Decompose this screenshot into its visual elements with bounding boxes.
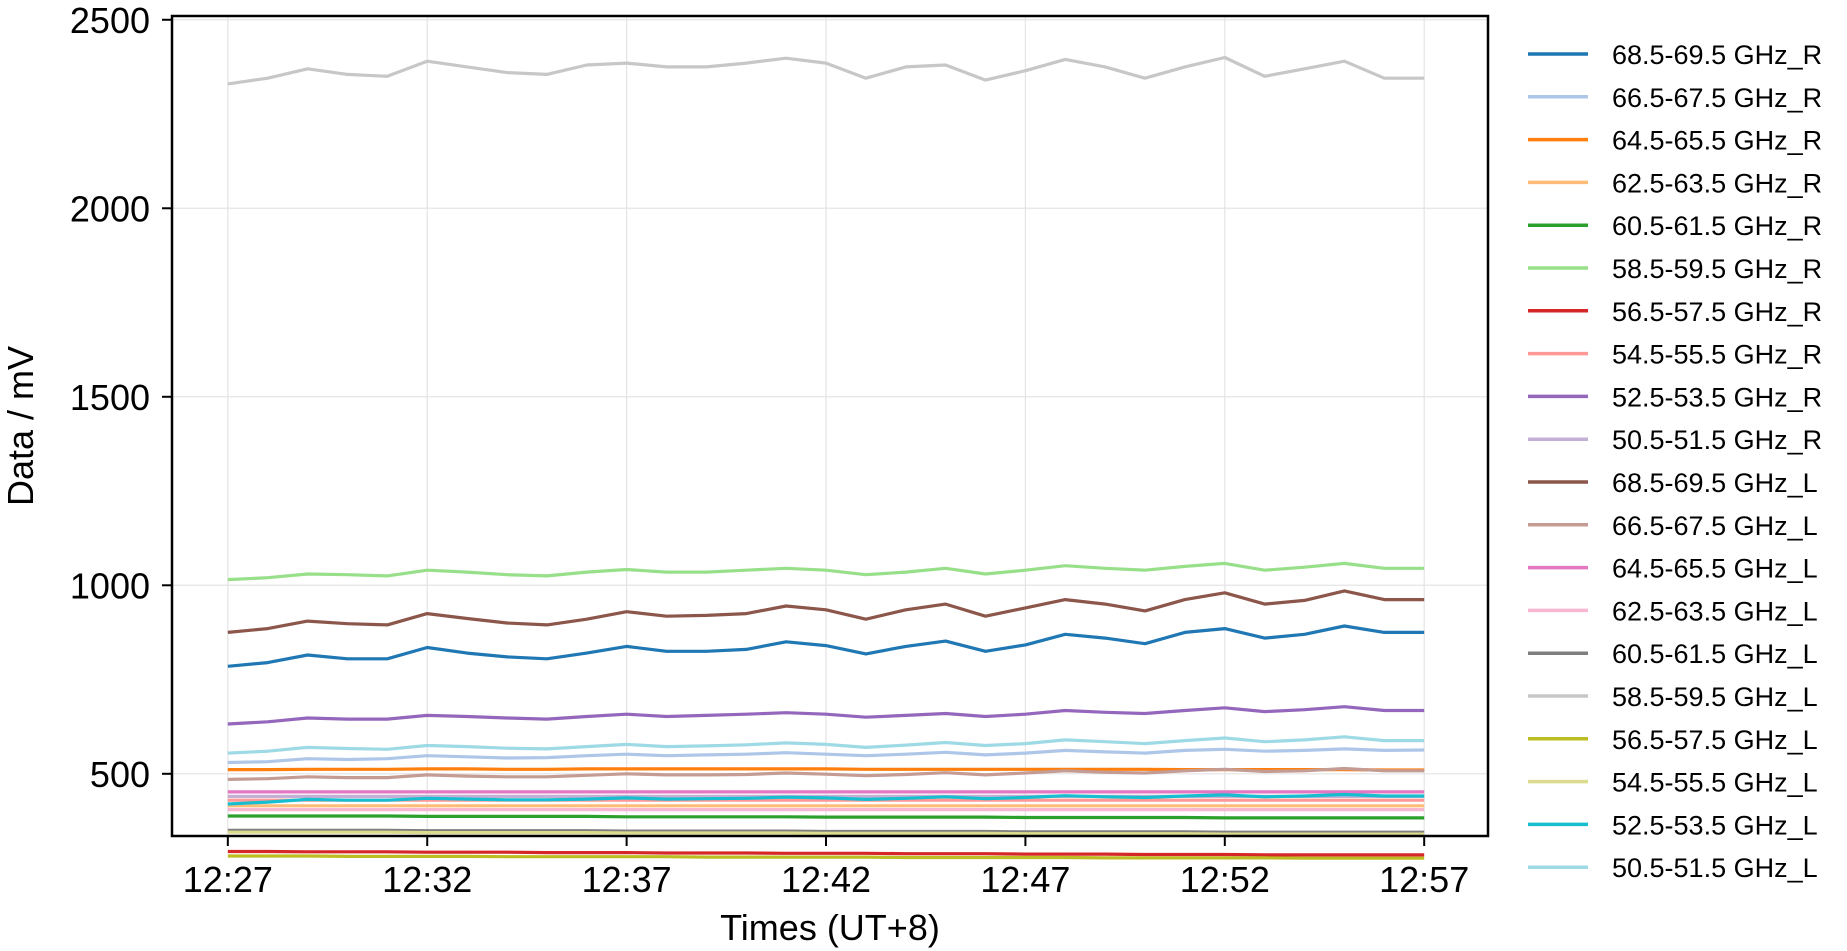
legend-label: 68.5-69.5 GHz_R [1612,40,1822,70]
y-tick-label: 2500 [70,0,150,41]
series-line-5 [227,814,1425,820]
legend-label: 68.5-69.5 GHz_L [1612,468,1818,498]
legend-label: 62.5-63.5 GHz_L [1612,596,1818,626]
legend-label: 66.5-67.5 GHz_L [1612,511,1818,541]
x-tick-label: 12:52 [1180,859,1270,900]
series-line-17 [227,854,1425,860]
series-line-1 [227,624,1425,668]
series-line-2 [227,747,1425,765]
series-line-16 [227,55,1425,86]
plot-frame [170,14,1490,838]
x-tick-label: 12:27 [183,859,273,900]
legend-label: 50.5-51.5 GHz_R [1612,425,1822,455]
legend-label: 50.5-51.5 GHz_L [1612,853,1818,883]
legend-label: 64.5-65.5 GHz_L [1612,554,1818,584]
y-tick-label: 1500 [70,377,150,418]
series-line-6 [227,561,1425,582]
series-line-7 [227,849,1425,857]
legend-label: 66.5-67.5 GHz_R [1612,83,1822,113]
x-axis-label: Times (UT+8) [720,907,940,948]
x-tick-label: 12:32 [382,859,472,900]
legend-label: 58.5-59.5 GHz_L [1612,682,1818,712]
x-tick-label: 12:57 [1379,859,1469,900]
legend-label: 54.5-55.5 GHz_L [1612,768,1818,798]
x-tick-label: 12:37 [582,859,672,900]
x-axis-ticks: 12:27 12:32 12:37 12:42 12:47 12:52 12:57 [183,836,1469,900]
series-line-15 [227,828,1425,834]
y-tick-label: 500 [90,754,150,795]
series-line-18 [227,830,1425,836]
y-axis-label: Data / mV [0,346,41,506]
grid-lines [172,16,1488,836]
y-axis-ticks: 500 1000 1500 2000 2500 [70,0,172,795]
legend-label: 56.5-57.5 GHz_R [1612,297,1822,327]
series-line-11 [227,589,1425,634]
legend-label: 52.5-53.5 GHz_L [1612,810,1818,840]
series-line-12 [227,766,1425,781]
series-line-20 [227,735,1425,755]
y-tick-label: 1000 [70,565,150,606]
y-tick-label: 2000 [70,188,150,229]
plot-series [227,55,1425,860]
x-tick-label: 12:47 [980,859,1070,900]
legend-label: 62.5-63.5 GHz_R [1612,168,1822,198]
legend-label: 52.5-53.5 GHz_R [1612,382,1822,412]
series-line-9 [227,705,1425,726]
legend-label: 54.5-55.5 GHz_R [1612,340,1822,370]
series-line-19 [227,792,1425,806]
legend-label: 60.5-61.5 GHz_R [1612,211,1822,241]
legend-label: 60.5-61.5 GHz_L [1612,639,1818,669]
legend-label: 58.5-59.5 GHz_R [1612,254,1822,284]
legend-label: 64.5-65.5 GHz_R [1612,126,1822,156]
legend: 68.5-69.5 GHz_R 66.5-67.5 GHz_R 64.5-65.5 … [1528,40,1822,883]
x-tick-label: 12:42 [781,859,871,900]
legend-label: 56.5-57.5 GHz_L [1612,725,1818,755]
